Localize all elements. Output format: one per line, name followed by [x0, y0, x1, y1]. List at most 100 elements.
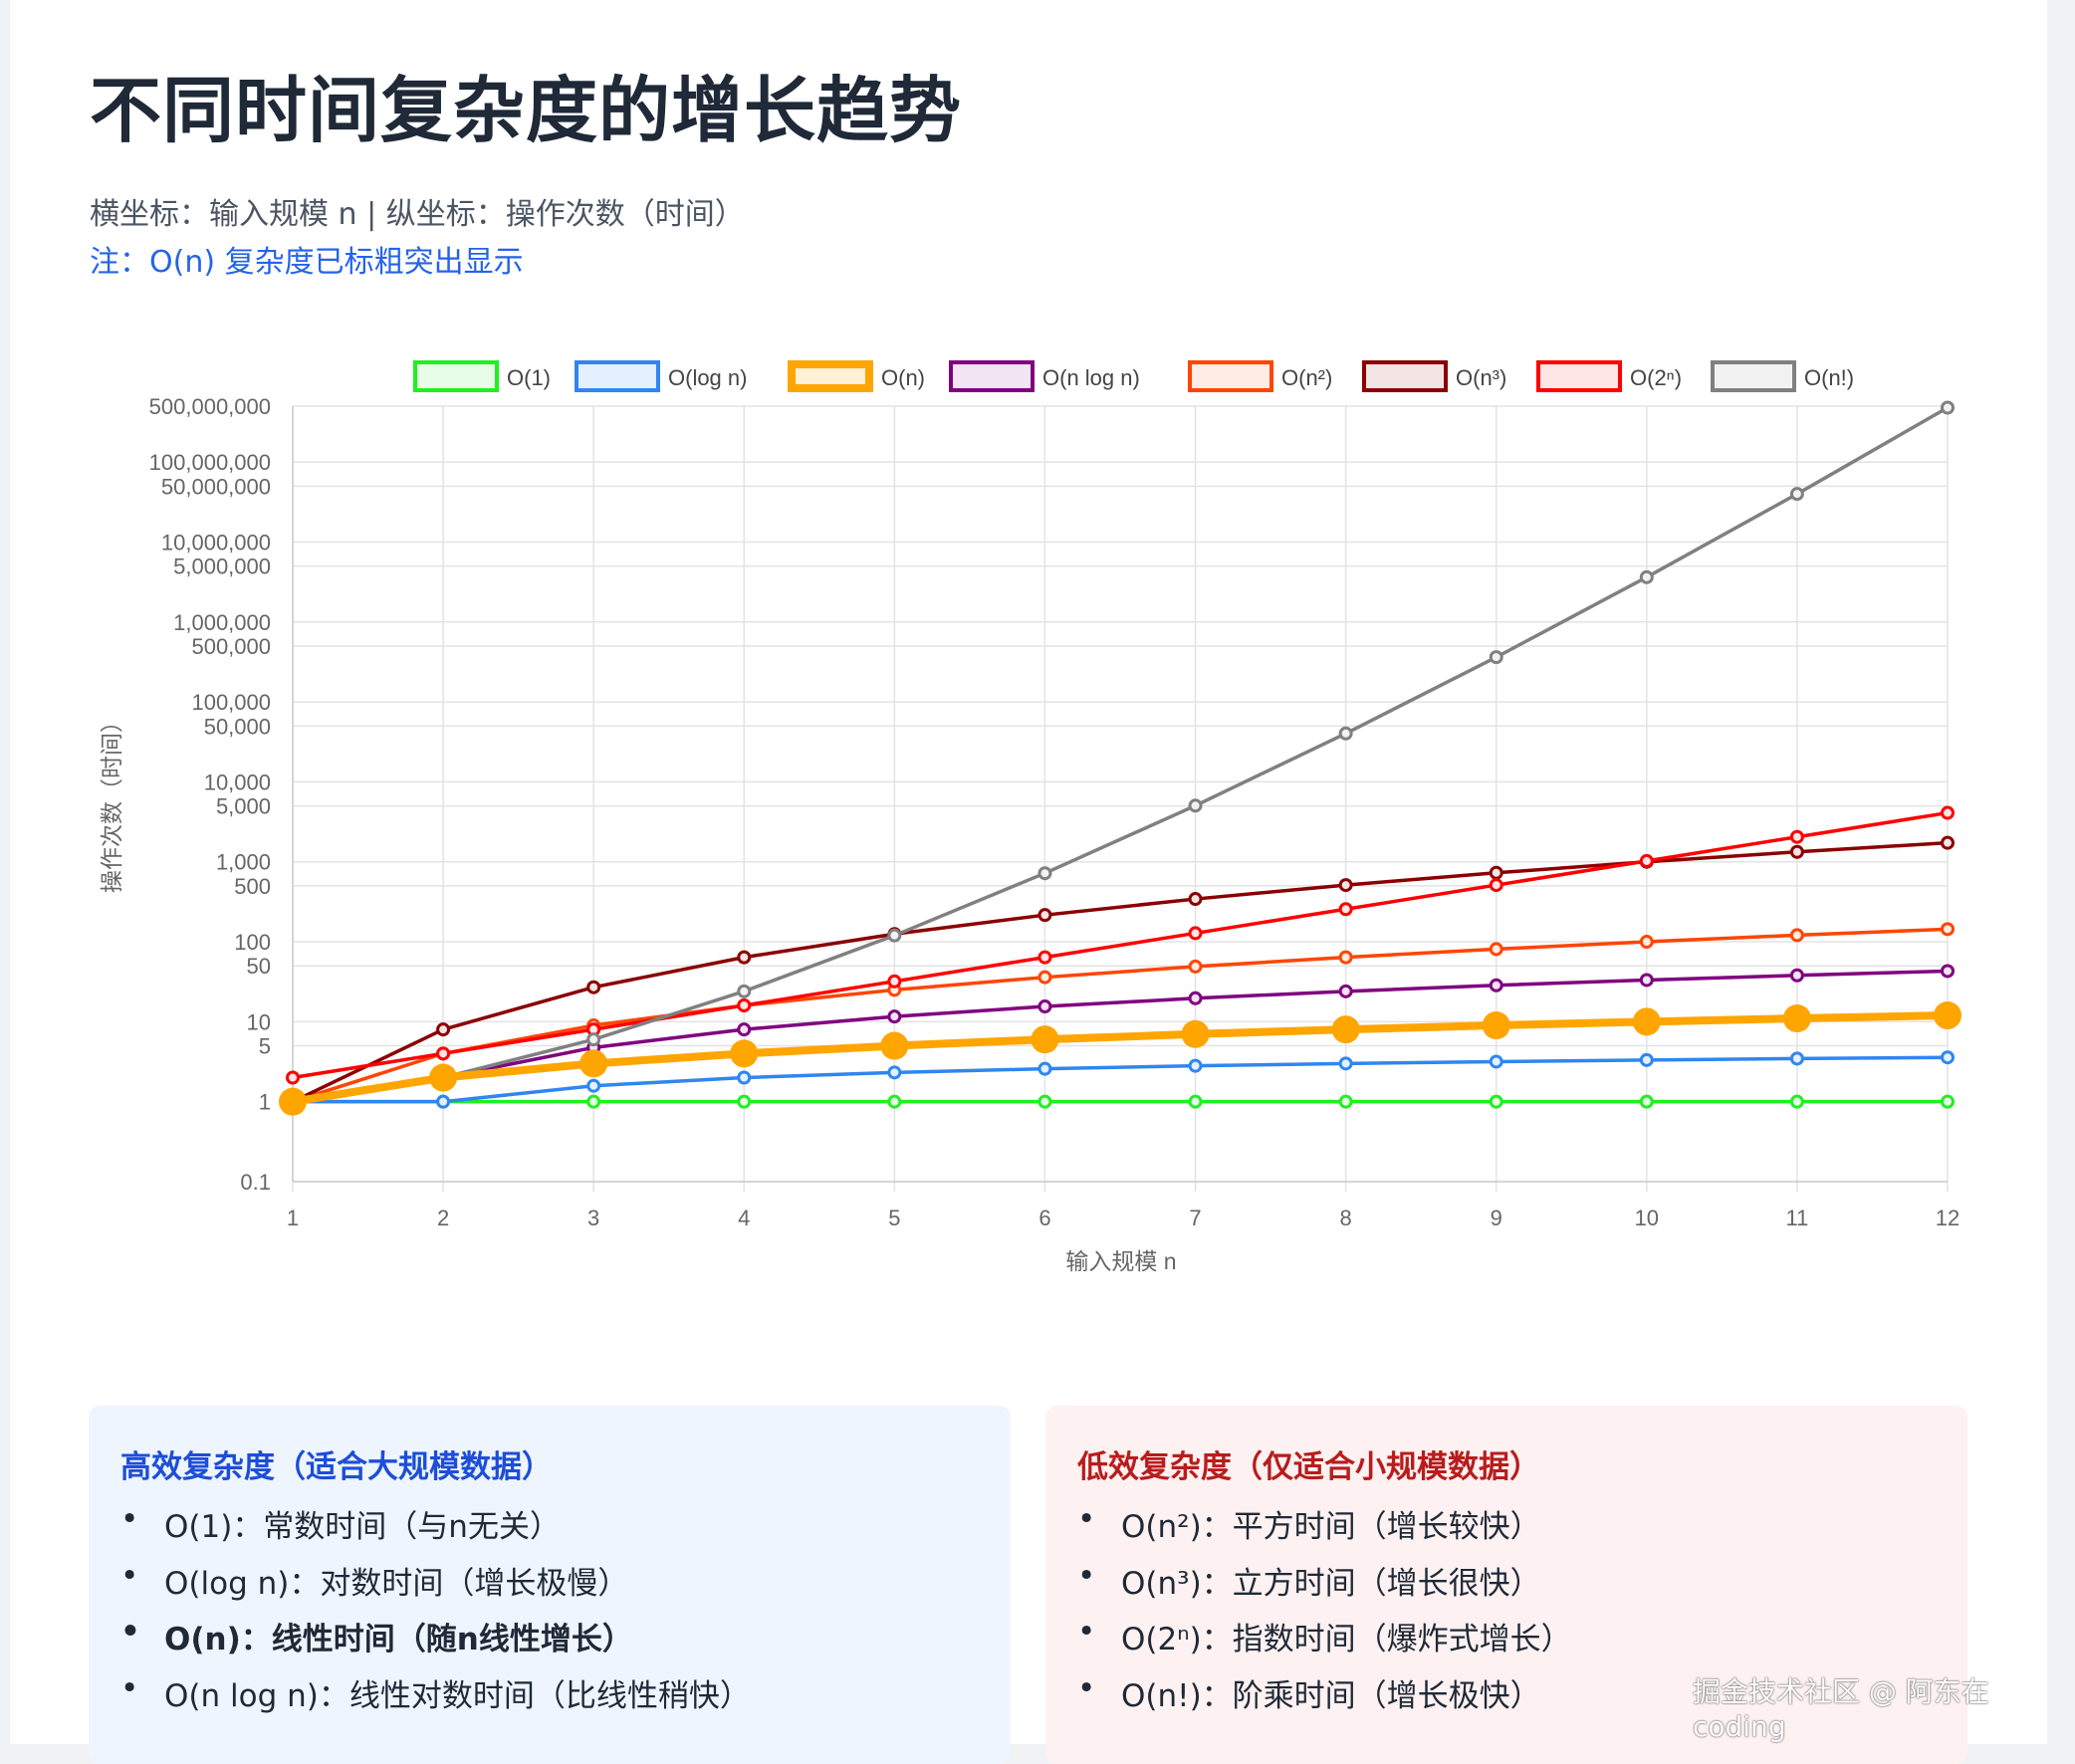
data-point: [1482, 1011, 1510, 1040]
data-point: [1338, 950, 1353, 965]
legend-swatch: [1188, 360, 1273, 392]
data-point: [436, 1022, 451, 1037]
x-tick-label: 3: [587, 1206, 599, 1230]
data-point: [579, 1049, 608, 1078]
data-point: [1782, 1004, 1811, 1033]
axis-description: 横坐标：输入规模 n | 纵坐标：操作次数（时间）: [90, 197, 745, 232]
x-tick-label: 2: [437, 1206, 449, 1230]
data-point: [1934, 1001, 1961, 1030]
data-point: [1941, 805, 1955, 820]
data-point: [737, 984, 752, 998]
data-point: [1181, 1019, 1210, 1048]
data-point: [887, 974, 902, 989]
data-point: [1338, 878, 1353, 893]
highlight-note: 注：O(n) 复杂度已标粗突出显示: [90, 245, 524, 280]
x-tick-label: 7: [1189, 1206, 1201, 1230]
page-title: 不同时间复杂度的增长趋势: [90, 69, 963, 152]
data-point: [1038, 950, 1052, 965]
legend-swatch: [1536, 360, 1622, 392]
list-item: O(n²)：平方时间（增长较快）: [1077, 1501, 1572, 1558]
data-point: [1789, 968, 1804, 983]
efficient-complexity-panel: 高效复杂度（适合大规模数据） O(1)：常数时间（与n无关） O(log n)：…: [89, 1406, 1011, 1764]
list-item: O(n³)：立方时间（增长很快）: [1077, 1558, 1572, 1615]
legend-label: O(log n): [668, 365, 747, 390]
data-point: [1038, 866, 1052, 881]
efficient-list: O(1)：常数时间（与n无关） O(log n)：对数时间（增长极慢） O(n)…: [120, 1501, 751, 1726]
data-point: [1188, 1094, 1203, 1109]
y-tick-label: 5,000,000: [173, 554, 271, 579]
data-point: [737, 1070, 752, 1085]
x-tick-label: 5: [888, 1206, 900, 1230]
data-point: [737, 1022, 752, 1037]
data-point: [1489, 1094, 1503, 1109]
list-item: O(2ⁿ)：指数时间（爆炸式增长）: [1077, 1614, 1572, 1670]
data-point: [1489, 650, 1503, 665]
legend-swatch: [788, 360, 873, 392]
data-point: [1639, 1094, 1654, 1109]
data-point: [1639, 973, 1654, 988]
data-point: [436, 1094, 451, 1109]
data-point: [1639, 935, 1654, 950]
data-point: [1031, 1025, 1059, 1054]
series-line: [292, 969, 1949, 1104]
data-point: [1038, 999, 1052, 1014]
inefficient-list: O(n²)：平方时间（增长较快） O(n³)：立方时间（增长很快） O(2ⁿ)：…: [1077, 1501, 1572, 1726]
legend-label: O(n²): [1281, 365, 1332, 390]
legend-label: O(2ⁿ): [1630, 365, 1682, 390]
x-tick-label: 9: [1491, 1206, 1502, 1230]
inefficient-complexity-panel: 低效复杂度（仅适合小规模数据） O(n²)：平方时间（增长较快） O(n³)：立…: [1045, 1406, 1967, 1764]
y-tick-label: 100: [234, 930, 271, 955]
y-tick-label: 1,000,000: [173, 610, 271, 635]
y-tick-label: 1: [259, 1090, 271, 1115]
data-point: [1188, 798, 1203, 813]
data-point: [1489, 865, 1503, 880]
data-point: [1188, 1058, 1203, 1073]
data-point: [1632, 1007, 1661, 1036]
y-tick-label: 10: [247, 1009, 271, 1034]
data-point: [887, 1094, 902, 1109]
data-point: [1188, 991, 1203, 1005]
data-point: [730, 1039, 759, 1068]
y-tick-label: 50,000: [204, 714, 271, 739]
data-point: [1789, 829, 1804, 844]
efficient-heading: 高效复杂度（适合大规模数据）: [120, 1449, 553, 1485]
data-point: [1038, 1094, 1052, 1109]
legend-swatch: [575, 360, 660, 392]
data-point: [1489, 878, 1503, 893]
series-line: [292, 927, 1949, 1104]
x-tick-label: 11: [1785, 1206, 1808, 1230]
data-point: [1941, 835, 1955, 850]
data-point: [1038, 970, 1052, 985]
series-line: [292, 1011, 1949, 1106]
data-point: [1489, 978, 1503, 992]
data-point: [1789, 1094, 1804, 1109]
data-point: [286, 1070, 300, 1085]
data-point: [887, 1009, 902, 1024]
y-tick-label: 500: [234, 874, 271, 899]
legend-swatch: [1362, 360, 1448, 392]
x-tick-label: 8: [1340, 1206, 1352, 1230]
legend-label: O(n log n): [1042, 365, 1140, 390]
data-point: [1489, 942, 1503, 957]
data-point: [436, 1046, 451, 1061]
data-point: [1188, 892, 1203, 907]
y-tick-label: 5,000: [216, 794, 271, 819]
inefficient-heading: 低效复杂度（仅适合小规模数据）: [1077, 1449, 1540, 1485]
data-point: [737, 997, 752, 1012]
data-point: [586, 1094, 601, 1109]
legend-swatch: [413, 360, 499, 392]
data-point: [1639, 1052, 1654, 1067]
y-tick-label: 5: [259, 1034, 271, 1059]
data-point: [279, 1087, 307, 1116]
data-point: [1789, 844, 1804, 859]
legend-label: O(n!): [1804, 365, 1854, 390]
x-tick-label: 1: [287, 1206, 299, 1230]
data-point: [1038, 908, 1052, 923]
list-item: O(n log n)：线性对数时间（比线性稍快）: [120, 1670, 751, 1727]
data-point: [586, 980, 601, 994]
x-axis-title: 输入规模 n: [1065, 1248, 1176, 1274]
legend-label: O(n³): [1456, 365, 1506, 390]
data-point: [586, 1078, 601, 1093]
data-point: [1338, 1056, 1353, 1071]
